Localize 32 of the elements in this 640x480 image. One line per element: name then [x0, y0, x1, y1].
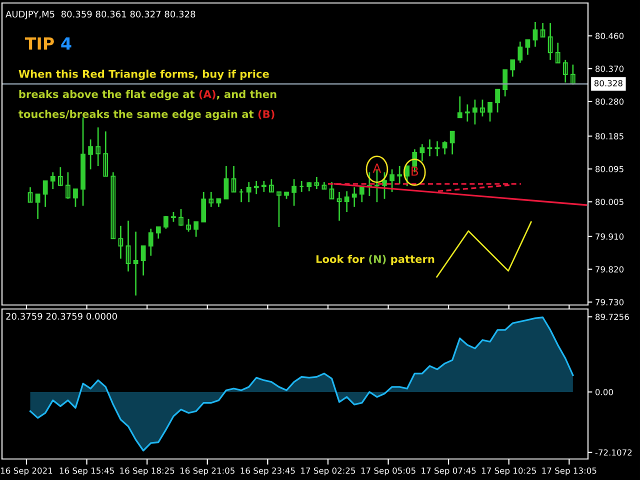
y-tick-label: 79.730 [596, 299, 624, 306]
x-tick-label: 17 Sep 02:25 [301, 467, 356, 476]
x-tick-label: 16 Sep 18:25 [120, 467, 174, 476]
annotation: touches/breaks the same edge again at (B) [18, 110, 274, 120]
x-tick-label: 17 Sep 10:25 [482, 467, 536, 476]
y-tick-label: 80.460 [596, 32, 624, 40]
text: AUDJPY,M5 80.359 80.361 80.327 80.328 [6, 10, 196, 20]
y-tick-label: 89.7256 [596, 314, 629, 320]
y-tick-label: 80.005 [596, 198, 624, 206]
y-tick-label: 80.280 [596, 98, 624, 105]
y-tick-label: 79.820 [596, 266, 624, 273]
x-tick-label: 16 Sep 23:45 [240, 467, 295, 476]
annotation: When this Red Triangle forms, buy if price [18, 70, 269, 80]
y-tick-label: 80.095 [596, 166, 624, 172]
y-tick-label: 80.370 [596, 66, 624, 72]
annotation: breaks above the flat edge at (A), and then [19, 90, 276, 100]
annotation: A [372, 164, 382, 173]
annotation: Look for (N) pattern [316, 254, 434, 266]
x-tick-label: 17 Sep 05:05 [361, 467, 416, 476]
x-tick-label: 16 Sep 21:05 [180, 467, 234, 476]
annotation: TIP 4 [24, 37, 72, 50]
x-tick-label: 17 Sep 13:05 [542, 467, 596, 476]
x-tick-label: 17 Sep 07:45 [422, 467, 476, 476]
chart-title: 20.3759 20.3759 0.0000 [6, 312, 117, 320]
y-tick-label: 79.910 [596, 233, 624, 240]
annotation: B [412, 166, 418, 176]
ref-line-label: 80.328 [594, 80, 622, 86]
y-tick-label: 0.00 [595, 388, 613, 396]
x-tick-label: 16 Sep 2021 [1, 467, 52, 476]
y-tick-label: 80.185 [596, 133, 624, 140]
x-tick-label: 16 Sep 15:45 [60, 467, 114, 476]
y-tick-label: -72.1072 [595, 449, 632, 456]
